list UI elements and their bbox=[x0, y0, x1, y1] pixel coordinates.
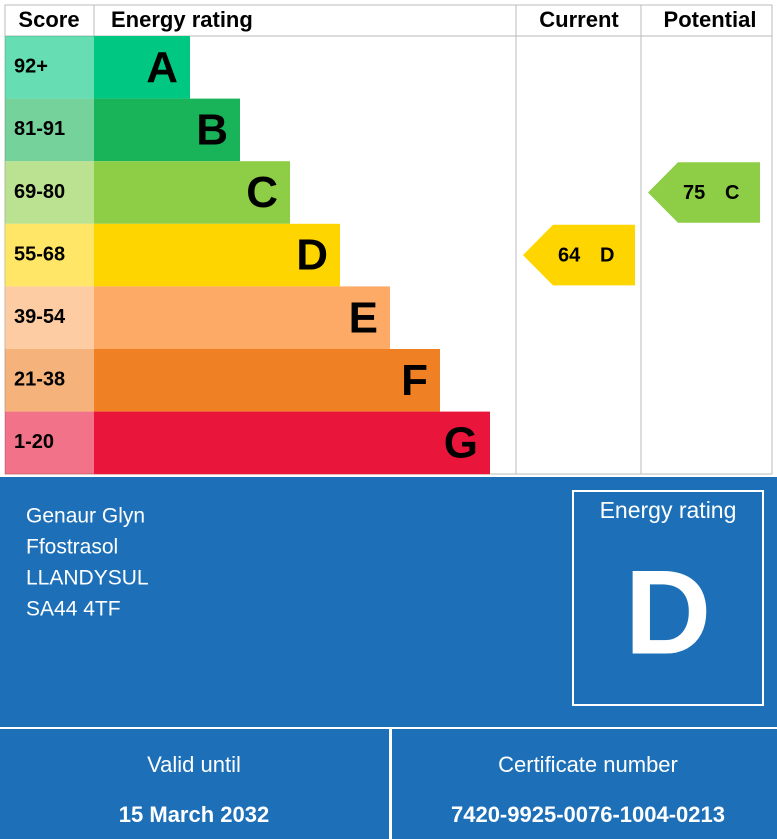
score-range: 1-20 bbox=[14, 431, 54, 453]
score-cell bbox=[5, 223, 94, 287]
current-letter: D bbox=[600, 244, 614, 266]
rating-box bbox=[572, 490, 764, 706]
rating-box-label: Energy rating bbox=[600, 497, 737, 523]
band-letter: F bbox=[401, 356, 428, 405]
header-current: Current bbox=[539, 7, 619, 32]
score-cell bbox=[5, 36, 94, 99]
rating-bar bbox=[94, 411, 490, 475]
band-letter: D bbox=[296, 231, 328, 280]
band-letter: A bbox=[146, 43, 178, 92]
certificate-panel bbox=[392, 729, 777, 839]
header-score: Score bbox=[18, 7, 79, 32]
score-range: 39-54 bbox=[14, 306, 66, 328]
band-letter: E bbox=[349, 293, 378, 342]
current-score: 64 bbox=[558, 244, 581, 266]
band-letter: B bbox=[196, 106, 228, 155]
certificate-value: 7420-9925-0076-1004-0213 bbox=[451, 802, 725, 827]
band-letter: C bbox=[246, 168, 278, 217]
score-cell bbox=[5, 161, 94, 224]
address-line: Ffostrasol bbox=[26, 536, 118, 559]
rating-bar bbox=[94, 286, 390, 349]
potential-score: 75 bbox=[683, 182, 705, 204]
score-range: 81-91 bbox=[14, 118, 65, 140]
header-potential: Potential bbox=[664, 7, 757, 32]
band-letter: G bbox=[444, 419, 478, 468]
score-cell bbox=[5, 286, 94, 349]
score-cell bbox=[5, 349, 94, 412]
score-cell bbox=[5, 411, 94, 475]
header-energy-rating: Energy rating bbox=[111, 7, 253, 32]
score-range: 21-38 bbox=[14, 369, 65, 391]
rating-box-letter: D bbox=[625, 546, 712, 680]
rating-bar bbox=[94, 98, 240, 162]
valid-label: Valid until bbox=[147, 752, 241, 777]
address-line: LLANDYSUL bbox=[26, 567, 149, 590]
rating-bar bbox=[94, 223, 340, 287]
info-panel bbox=[0, 477, 777, 727]
address-line: SA44 4TF bbox=[26, 598, 121, 621]
certificate-label: Certificate number bbox=[498, 752, 678, 777]
current-arrow bbox=[523, 224, 635, 286]
score-cell bbox=[5, 98, 94, 162]
rating-bar bbox=[94, 161, 290, 224]
rating-bar bbox=[94, 349, 440, 412]
potential-arrow bbox=[648, 162, 760, 223]
valid-panel bbox=[0, 729, 389, 839]
rating-bar bbox=[94, 36, 190, 99]
score-range: 69-80 bbox=[14, 181, 65, 203]
valid-value: 15 March 2032 bbox=[119, 802, 269, 827]
score-range: 92+ bbox=[14, 56, 48, 78]
address-line: Genaur Glyn bbox=[26, 505, 145, 528]
potential-letter: C bbox=[725, 182, 739, 204]
score-range: 55-68 bbox=[14, 243, 65, 265]
